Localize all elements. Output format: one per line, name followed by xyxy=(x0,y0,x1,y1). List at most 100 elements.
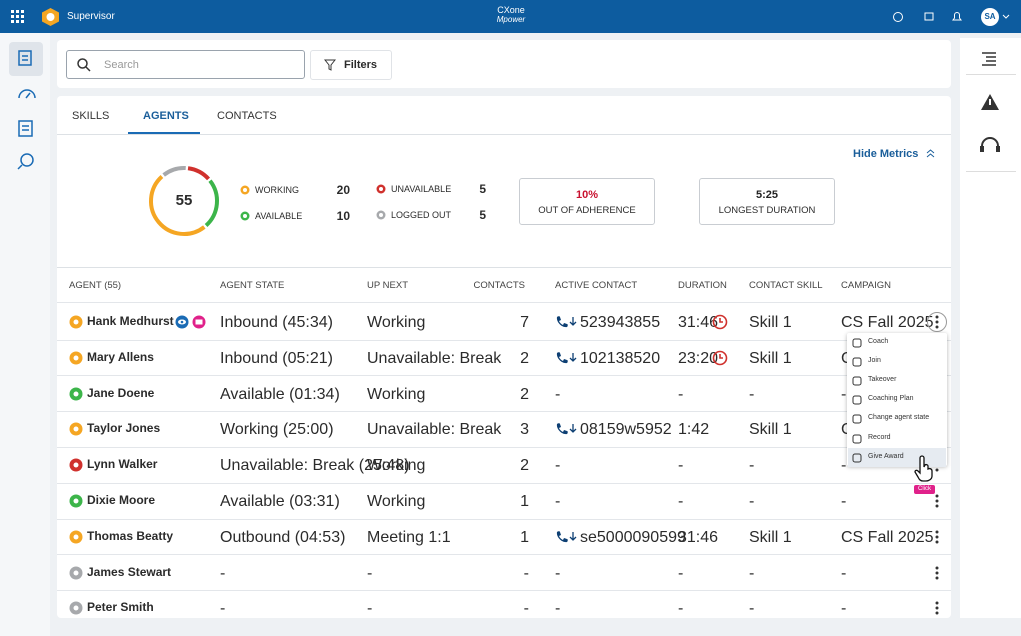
cell-contacts: 1 xyxy=(457,529,529,547)
cell-campaign: CS Fall 2025 xyxy=(841,529,934,547)
avatar-caret[interactable] xyxy=(1002,14,1010,20)
duration-alert xyxy=(712,314,728,330)
row-actions[interactable] xyxy=(927,563,947,583)
menu-item[interactable]: Join xyxy=(848,352,946,371)
status-dot-inner xyxy=(74,391,79,396)
tab[interactable]: AGENTS xyxy=(143,110,189,122)
row-actions[interactable] xyxy=(927,491,947,511)
state-icon xyxy=(240,211,250,221)
product-logo: CXoneMpower xyxy=(486,5,536,25)
nav-icons[interactable] xyxy=(16,49,36,189)
cell-contacts: 3 xyxy=(457,421,529,439)
cell-campaign: - xyxy=(841,386,846,404)
cell-duration: 31:46 xyxy=(678,529,718,547)
status-icon xyxy=(69,315,83,329)
state-count: 5 xyxy=(472,208,486,222)
menu-item[interactable]: Change agent state xyxy=(848,409,946,428)
cell-name: Peter Smith xyxy=(87,600,154,614)
cell-campaign: - xyxy=(841,565,846,583)
row-rule xyxy=(57,375,951,376)
menu-label: Coaching Plan xyxy=(868,395,914,402)
cell-skill: - xyxy=(749,565,754,583)
menu-icon xyxy=(852,434,862,444)
menu-icon xyxy=(852,395,862,405)
cell-skill: - xyxy=(749,386,754,404)
row-actions[interactable] xyxy=(927,527,947,547)
donut-segment xyxy=(164,168,186,175)
row-rule xyxy=(57,590,951,591)
menu-label: Record xyxy=(868,434,891,441)
cell-active-contact: - xyxy=(555,600,560,618)
column-header: CONTACT SKILL xyxy=(749,280,823,291)
metric-label: OUT OF ADHERENCE xyxy=(520,205,654,216)
menu-icon xyxy=(852,338,862,348)
column-header: AGENT (55) xyxy=(69,280,121,291)
click-badge: Click xyxy=(914,485,935,494)
menu-item[interactable]: Record xyxy=(848,429,946,448)
cell-duration: - xyxy=(678,493,683,511)
cell-contacts: 2 xyxy=(457,386,529,404)
total-agents: 55 xyxy=(152,192,216,209)
cell-state: Outbound (04:53) xyxy=(220,529,345,547)
status-icon xyxy=(69,458,83,472)
right-icons[interactable] xyxy=(978,50,1002,160)
menu-label: Takeover xyxy=(868,376,896,383)
header-rule xyxy=(57,302,951,303)
menu-item[interactable]: Coaching Plan xyxy=(848,390,946,409)
collapse-icon[interactable] xyxy=(926,149,935,158)
agents-panel: Hide Metrics 55 SKILLSAGENTSCONTACTSWORK… xyxy=(57,96,951,618)
row-rule xyxy=(57,340,951,341)
cell-campaign: - xyxy=(841,600,846,618)
top-icons[interactable] xyxy=(893,11,963,23)
menu-label: Coach xyxy=(868,338,888,345)
column-header: UP NEXT xyxy=(367,280,408,291)
phone-icon xyxy=(555,530,577,544)
cell-campaign: CS Fall 2025 xyxy=(841,314,934,332)
status-dot-inner xyxy=(74,499,79,504)
avatar[interactable]: SA xyxy=(981,8,999,26)
cell-active-contact: 08159w5952 xyxy=(580,421,672,439)
tab[interactable]: SKILLS xyxy=(72,110,109,122)
cell-campaign: - xyxy=(841,493,846,511)
state-label: LOGGED OUT xyxy=(391,210,451,220)
cell-name: Hank Medhurst xyxy=(87,314,174,328)
cell-name: Jane Doene xyxy=(87,386,154,400)
cell-skill: Skill 1 xyxy=(749,529,792,547)
top-bar: Supervisor CXoneMpower SA xyxy=(0,0,1021,33)
status-icon xyxy=(69,494,83,508)
status-dot-inner xyxy=(74,463,79,468)
row-actions[interactable] xyxy=(927,312,947,332)
menu-item[interactable]: Takeover xyxy=(848,371,946,390)
cell-active-contact: - xyxy=(555,493,560,511)
status-dot-inner xyxy=(74,320,79,325)
donut-segment xyxy=(188,168,209,179)
cell-state: - xyxy=(220,565,225,583)
search-placeholder: Search xyxy=(104,59,139,71)
right-panel xyxy=(960,38,1021,618)
left-nav xyxy=(0,33,50,636)
status-icon xyxy=(69,351,83,365)
row-actions[interactable] xyxy=(927,598,947,618)
metric-card: 5:25LONGEST DURATION xyxy=(699,178,835,225)
cell-contacts: 2 xyxy=(457,350,529,368)
menu-icon xyxy=(852,414,862,424)
menu-icon xyxy=(852,453,862,463)
cell-active-contact: se5000090599 xyxy=(580,529,686,547)
hide-metrics[interactable]: Hide Metrics xyxy=(853,148,918,160)
filters-label: Filters xyxy=(344,59,377,71)
state-dot-inner xyxy=(379,213,383,217)
app-grid[interactable] xyxy=(11,10,25,24)
state-dot-inner xyxy=(243,214,247,218)
cell-name: Mary Allens xyxy=(87,350,154,364)
filters-button[interactable]: Filters xyxy=(310,50,392,80)
menu-item[interactable]: Coach xyxy=(848,333,946,352)
state-dot-inner xyxy=(379,187,383,191)
status-dot-inner xyxy=(74,534,79,539)
state-label: UNAVAILABLE xyxy=(391,184,451,194)
status-dot-inner xyxy=(74,427,79,432)
cell-contacts: - xyxy=(457,565,529,583)
tab[interactable]: CONTACTS xyxy=(217,110,277,122)
search-box[interactable]: Search xyxy=(66,50,305,79)
hand-cursor xyxy=(913,455,935,483)
row-rule xyxy=(57,483,951,484)
